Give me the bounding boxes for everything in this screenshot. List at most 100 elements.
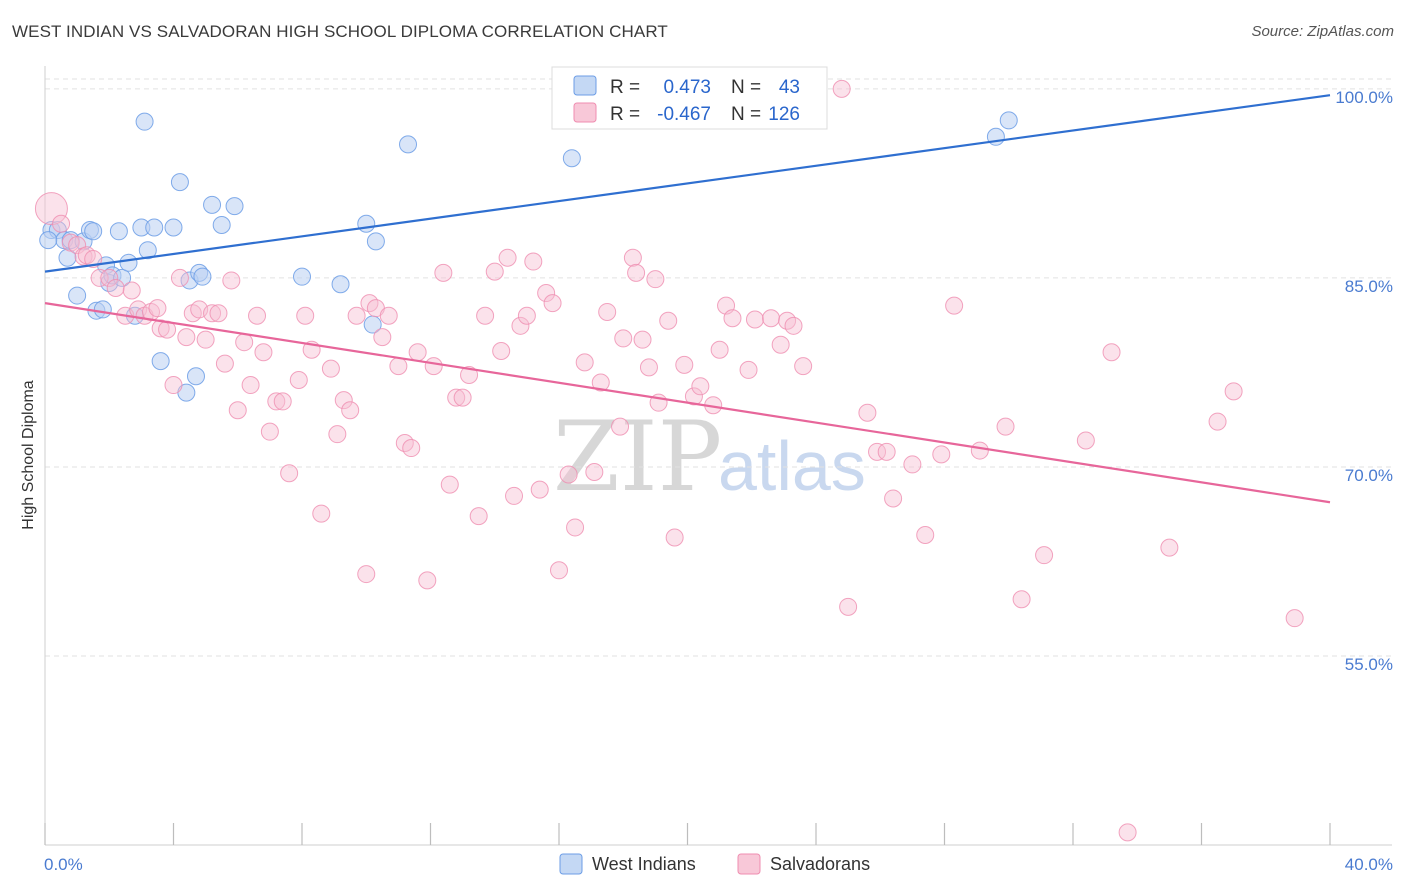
salvadoran-point [453, 388, 472, 407]
salvadoran-point [334, 391, 353, 410]
salvadoran-point [228, 401, 247, 420]
salvadoran-point [347, 306, 366, 325]
salvadoran-point [659, 311, 678, 330]
legend-swatch-salvadorans [573, 102, 597, 123]
y-tick-label: 100.0% [1335, 88, 1393, 107]
salvadoran-point [84, 250, 103, 269]
y-tick-label: 70.0% [1345, 466, 1393, 485]
salvadoran-point [877, 442, 896, 461]
bottom-legend-swatch-west-indians [559, 853, 583, 875]
salvadoran-point [235, 333, 254, 352]
chart-title: WEST INDIAN VS SALVADORAN HIGH SCHOOL DI… [12, 22, 668, 41]
salvadoran-point [639, 358, 658, 377]
salvadoran-point [858, 403, 877, 422]
salvadoran-point [177, 328, 196, 347]
bottom-legend-swatch-salvadorans [737, 853, 761, 875]
salvadoran-point [903, 455, 922, 474]
salvadoran-point [122, 281, 141, 300]
salvadoran-point [1160, 538, 1179, 557]
salvadoran-point [424, 357, 443, 376]
west-indian-point [119, 253, 138, 272]
salvadoran-point [884, 489, 903, 508]
salvadoran-point [1035, 546, 1054, 565]
legend-r-label: R = [610, 104, 640, 125]
salvadoran-point [665, 528, 684, 547]
legend-r-label: R = [610, 77, 640, 98]
salvadoran-point [447, 388, 466, 407]
salvadoran-point [106, 279, 125, 298]
axes: 100.0% 85.0% 70.0% 55.0% 0.0% 40.0% [44, 66, 1393, 874]
salvadoran-point [148, 299, 167, 318]
salvadoran-point [691, 377, 710, 396]
salvadoran-point [389, 357, 408, 376]
west-indian-point [399, 135, 418, 154]
salvadoran-point [492, 342, 511, 361]
legend-swatch-west-indians [573, 75, 597, 96]
west-indian-point [135, 112, 154, 131]
salvadoran-point [248, 306, 267, 325]
salvadoran-point [614, 329, 633, 348]
west-indian-point [366, 232, 385, 251]
bottom-legend-west-indians: West Indians [592, 854, 696, 874]
source-label: Source: ZipAtlas.com [1251, 23, 1394, 40]
salvadoran-point [273, 392, 292, 411]
salvadoran-point [1224, 382, 1243, 401]
west-indian-point [999, 111, 1018, 130]
west-indian-point [357, 214, 376, 233]
salvadoran-point [485, 262, 504, 281]
legend-r-value: 0.473 [663, 77, 711, 98]
salvadoran-point [868, 442, 887, 461]
correlation-legend: R = 0.473 N = 43 R = -0.467 N = 126 [551, 66, 828, 130]
salvadoran-point [312, 504, 331, 523]
salvadoran-point [559, 465, 578, 484]
salvadoran-point [970, 441, 989, 460]
salvadoran-point [932, 445, 951, 464]
salvadoran-point [203, 304, 222, 323]
salvadoran-point [739, 360, 758, 379]
salvadoran-point [511, 316, 530, 335]
west-indian-point [225, 197, 244, 216]
salvadoran-point [996, 417, 1015, 436]
salvadoran-point [241, 376, 260, 395]
salvadoran-point [379, 306, 398, 325]
salvadoran-point [675, 355, 694, 374]
west-indian-point [93, 300, 112, 319]
salvadoran-point [151, 319, 170, 338]
west-indian-point [151, 352, 170, 371]
salvadoran-point [585, 462, 604, 481]
west-indian-point [170, 173, 189, 192]
salvadorans-trend-line [44, 302, 1331, 504]
legend-n-label: N = [731, 77, 761, 98]
salvadoran-point [296, 306, 315, 325]
salvadoran-point [289, 371, 308, 389]
west-indian-point [39, 231, 58, 250]
salvadoran-point [1118, 823, 1137, 842]
salvadoran-point [196, 330, 215, 349]
trend-lines [44, 94, 1331, 504]
salvadoran-point [723, 309, 742, 328]
salvadoran-point [476, 306, 495, 325]
salvadoran-point [222, 271, 241, 290]
west-indian-point [113, 268, 132, 287]
salvadoran-point [52, 214, 71, 233]
salvadoran-point [575, 353, 594, 372]
salvadoran-point [328, 425, 347, 444]
salvadoran-point [684, 387, 703, 406]
west-indian-point [293, 267, 311, 286]
west-indian-point [331, 275, 350, 294]
salvadoran-point [373, 328, 392, 347]
salvadoran-point [68, 236, 87, 255]
x-tick-label: 40.0% [1345, 855, 1393, 874]
salvadoran-point [408, 343, 427, 362]
salvadorans-points [34, 79, 1304, 842]
salvadoran-point [209, 304, 228, 323]
salvadoran-point [164, 376, 183, 395]
y-axis-title: High School Diploma [20, 380, 37, 530]
salvadoran-point [402, 439, 421, 458]
y-tick-label: 55.0% [1345, 655, 1393, 674]
salvadoran-point [254, 343, 273, 362]
salvadoran-point [611, 417, 630, 436]
salvadoran-point [460, 365, 479, 384]
salvadoran-point [745, 310, 764, 329]
salvadoran-point [100, 268, 119, 287]
